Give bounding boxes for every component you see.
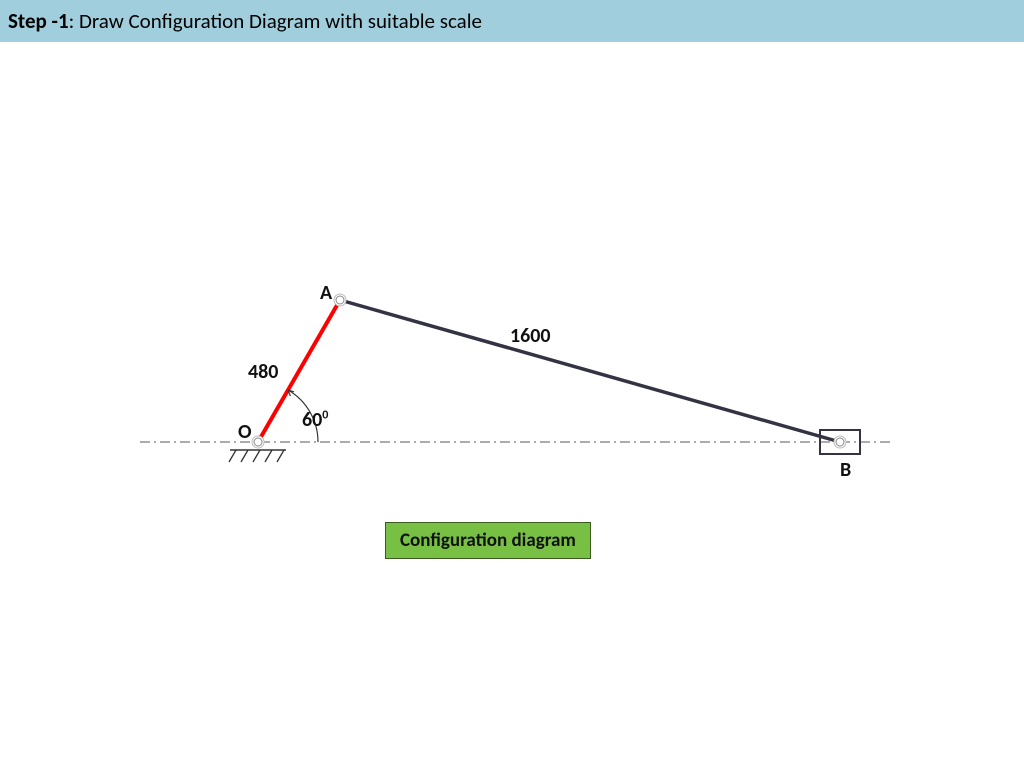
step-label: Step -1 (8, 8, 69, 34)
point-label-A: A (320, 281, 332, 305)
diagram-svg (0, 42, 1024, 602)
point-label-B: B (840, 458, 851, 482)
configuration-diagram: O A B 480 1600 600 Configuration diagram (0, 42, 1024, 542)
link-length-AB: 1600 (510, 324, 551, 348)
step-header: Step -1: Draw Configuration Diagram with… (0, 0, 1024, 42)
link-length-OA: 480 (248, 360, 278, 384)
header-text: Step -1: Draw Configuration Diagram with… (8, 8, 482, 34)
point-label-O: O (238, 420, 252, 444)
step-description: : Draw Configuration Diagram with suitab… (69, 8, 482, 34)
angle-label: 600 (302, 408, 328, 432)
diagram-caption: Configuration diagram (385, 522, 591, 559)
